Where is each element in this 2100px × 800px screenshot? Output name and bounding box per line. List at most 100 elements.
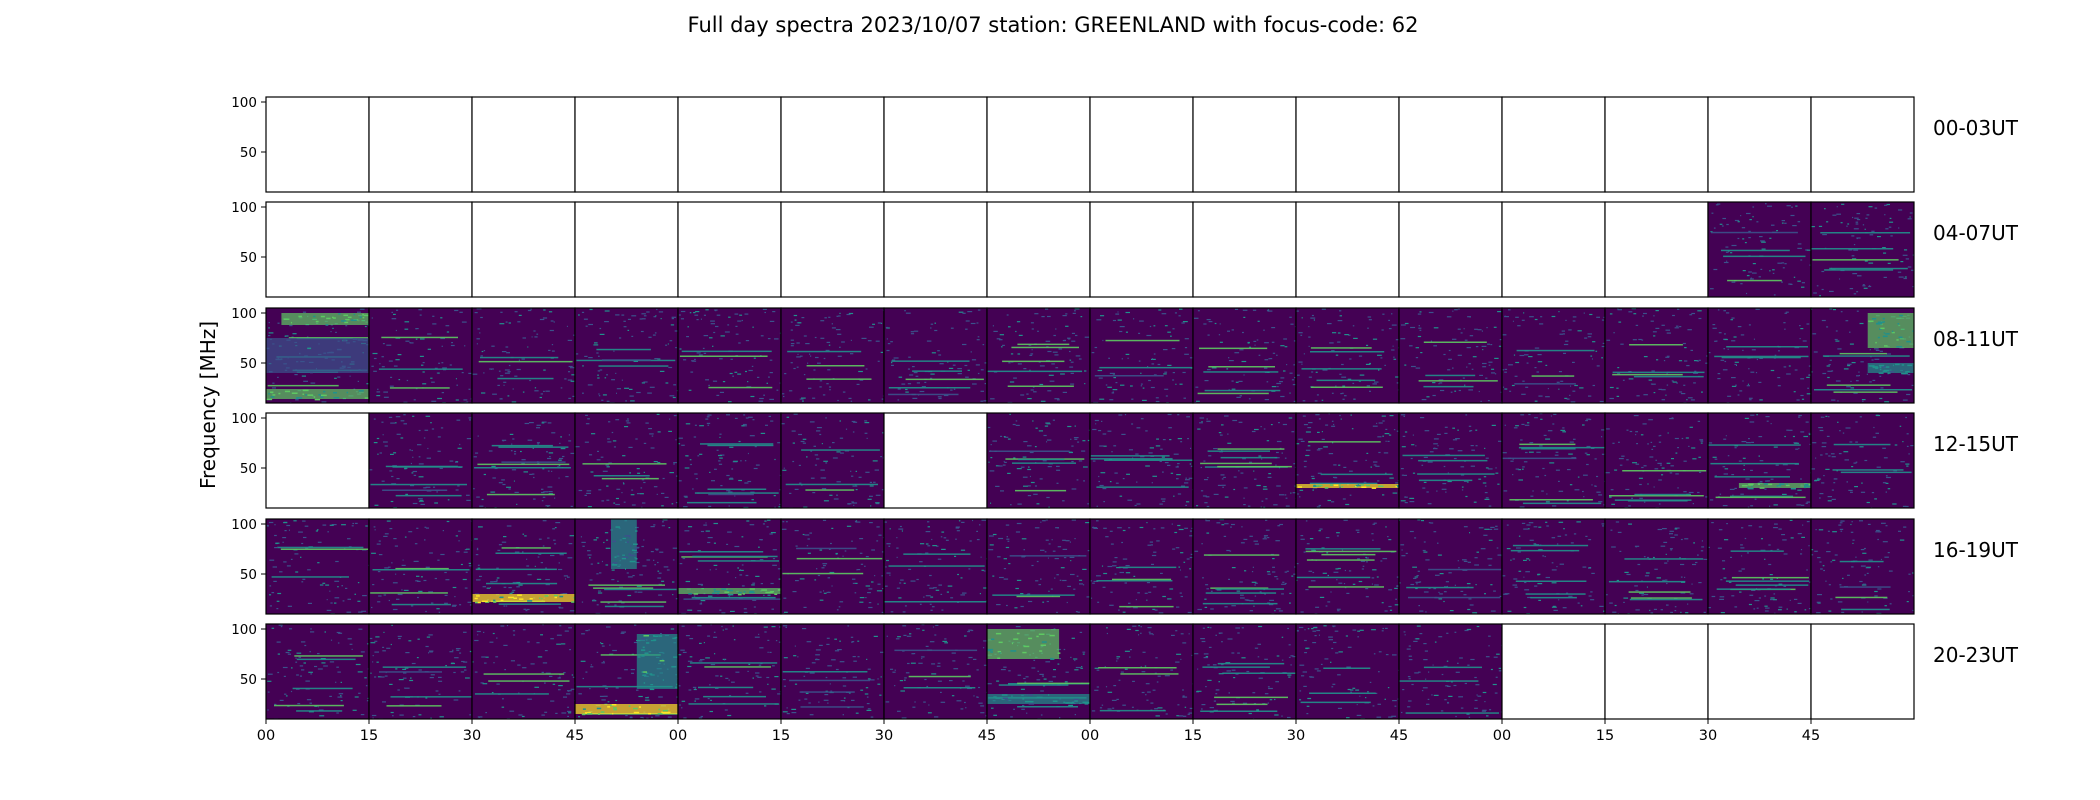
noise-speck (1315, 414, 1320, 416)
noise-speck (559, 607, 564, 609)
noise-speck (1149, 541, 1153, 543)
noise-speck (831, 585, 833, 587)
noise-speck (468, 417, 472, 419)
noise-speck (816, 568, 818, 570)
noise-speck (653, 316, 657, 318)
noise-speck (1365, 588, 1369, 590)
noise-speck (371, 552, 376, 554)
emission-speck (615, 526, 620, 528)
noise-speck (779, 503, 781, 506)
noise-speck (1433, 443, 1438, 445)
spectrum-base (1090, 519, 1193, 614)
emission-speck (1892, 330, 1894, 333)
spectrum-base (1708, 202, 1811, 297)
noise-speck (373, 418, 376, 420)
noise-speck (379, 363, 381, 365)
noise-speck (1698, 359, 1701, 361)
noise-speck (816, 430, 821, 432)
noise-speck (1596, 491, 1601, 493)
noise-speck (1018, 334, 1023, 336)
noise-speck (1263, 506, 1266, 508)
noise-speck (616, 392, 617, 394)
spectrum-panel (471, 201, 576, 298)
noise-speck (810, 355, 812, 357)
noise-speck (1689, 426, 1693, 428)
noise-speck (1504, 371, 1507, 373)
noise-speck (1488, 564, 1492, 566)
noise-speck (1853, 249, 1859, 251)
noise-speck (514, 450, 517, 453)
noise-speck (469, 419, 472, 421)
noise-speck (440, 553, 445, 556)
noise-speck (1262, 538, 1267, 540)
noise-speck (1310, 580, 1316, 582)
interference-line (1210, 587, 1269, 589)
noise-speck (738, 342, 741, 344)
noise-speck (1759, 460, 1764, 462)
noise-speck (1868, 285, 1872, 288)
emission-speck (614, 556, 617, 558)
noise-speck (1583, 312, 1585, 314)
noise-speck (373, 442, 378, 444)
noise-speck (1062, 579, 1067, 582)
noise-speck (522, 551, 524, 553)
noise-speck (1048, 506, 1050, 508)
emission-speck (326, 317, 331, 320)
noise-speck (703, 314, 706, 316)
noise-speck (1291, 575, 1294, 577)
noise-speck (372, 352, 378, 355)
noise-speck (1846, 386, 1851, 388)
noise-speck (1770, 423, 1772, 425)
noise-speck (977, 336, 980, 338)
noise-speck (1828, 364, 1831, 366)
noise-speck (1114, 573, 1117, 575)
noise-speck (850, 400, 853, 402)
noise-speck (1860, 491, 1866, 493)
noise-speck (1399, 582, 1401, 584)
noise-speck (1122, 529, 1126, 532)
noise-speck (1825, 453, 1828, 455)
noise-speck (1759, 236, 1763, 238)
noise-speck (734, 313, 739, 315)
noise-speck (692, 360, 697, 362)
noise-speck (1631, 497, 1633, 499)
noise-speck (1665, 329, 1670, 331)
noise-speck (1865, 217, 1868, 219)
emission-speck (346, 391, 348, 394)
interference-line (1418, 479, 1473, 482)
noise-speck (1417, 313, 1422, 315)
noise-speck (1047, 315, 1051, 318)
noise-speck (1300, 440, 1305, 442)
noise-speck (625, 420, 630, 422)
noise-speck (1153, 374, 1157, 376)
noise-speck (455, 489, 459, 491)
noise-speck (1840, 222, 1843, 224)
noise-speck (646, 311, 650, 313)
emission-speck (1751, 485, 1753, 487)
noise-speck (1239, 349, 1244, 351)
noise-speck (419, 355, 424, 357)
noise-speck (1112, 391, 1114, 393)
noise-speck (919, 603, 922, 605)
noise-speck (1136, 481, 1138, 483)
noise-speck (770, 420, 774, 422)
noise-speck (880, 456, 883, 458)
noise-speck (1523, 559, 1527, 561)
noise-speck (466, 548, 470, 550)
noise-speck (475, 452, 479, 454)
noise-speck (283, 522, 288, 524)
noise-speck (332, 327, 334, 329)
noise-speck (645, 422, 649, 424)
noise-speck (1428, 522, 1431, 524)
noise-speck (877, 603, 879, 605)
noise-speck (1279, 494, 1284, 496)
noise-speck (803, 374, 806, 376)
noise-speck (1003, 568, 1007, 570)
noise-speck (1372, 523, 1376, 525)
noise-speck (1328, 453, 1334, 455)
noise-speck (334, 377, 337, 379)
noise-speck (1746, 292, 1748, 295)
noise-speck (1648, 379, 1653, 381)
noise-speck (707, 414, 712, 416)
emission-speck (635, 558, 638, 560)
